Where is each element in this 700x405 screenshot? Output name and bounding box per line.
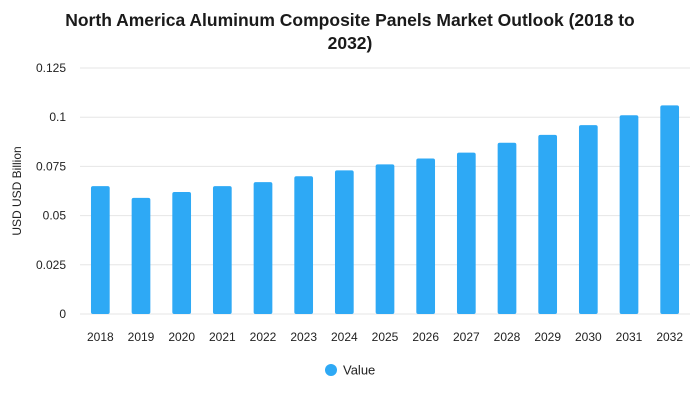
x-tick-label: 2030: [575, 330, 602, 344]
bar[interactable]: [334, 170, 354, 314]
bar[interactable]: [497, 142, 517, 314]
legend-label[interactable]: Value: [343, 363, 375, 378]
x-tick-label: 2028: [494, 330, 521, 344]
bar[interactable]: [619, 115, 639, 315]
bar[interactable]: [172, 191, 192, 314]
y-tick-label: 0.075: [36, 159, 66, 173]
x-tick-label: 2025: [372, 330, 399, 344]
x-tick-label: 2018: [87, 330, 114, 344]
bar[interactable]: [294, 176, 314, 314]
y-tick-label: 0: [59, 307, 66, 321]
x-tick-labels: 2018 2019 2020 2021 2022 2023 2024 2025 2026 2027…: [87, 330, 683, 344]
chart-title-line-2: 2032): [328, 33, 373, 53]
bar-series: [90, 105, 680, 315]
legend[interactable]: Value: [325, 363, 375, 378]
x-tick-label: 2021: [209, 330, 236, 344]
x-tick-label: 2027: [453, 330, 480, 344]
x-tick-label: 2023: [290, 330, 317, 344]
y-axis-label: USD USD Billion: [10, 146, 24, 235]
x-tick-label: 2032: [656, 330, 683, 344]
y-tick-labels: 0 0.025 0.05 0.075 0.1 0.125: [36, 61, 66, 321]
bar[interactable]: [131, 197, 151, 314]
bar[interactable]: [456, 152, 476, 314]
x-tick-label: 2022: [250, 330, 277, 344]
bar[interactable]: [253, 182, 273, 314]
x-tick-label: 2031: [616, 330, 643, 344]
y-tick-label: 0.025: [36, 258, 66, 272]
bar[interactable]: [416, 158, 436, 314]
x-tick-label: 2026: [412, 330, 439, 344]
bar[interactable]: [212, 186, 232, 314]
bar[interactable]: [90, 186, 110, 314]
chart-title-line-1: North America Aluminum Composite Panels …: [65, 10, 635, 30]
y-tick-label: 0.125: [36, 61, 66, 75]
x-tick-label: 2020: [168, 330, 195, 344]
bar[interactable]: [538, 134, 558, 314]
legend-marker: [325, 364, 337, 376]
chart-title: North America Aluminum Composite Panels …: [65, 10, 635, 53]
x-tick-label: 2029: [534, 330, 561, 344]
x-tick-label: 2019: [128, 330, 155, 344]
y-tick-label: 0.05: [43, 209, 67, 223]
bar[interactable]: [578, 125, 598, 315]
bar[interactable]: [660, 105, 680, 314]
bar[interactable]: [375, 164, 395, 314]
x-tick-label: 2024: [331, 330, 358, 344]
y-tick-label: 0.1: [49, 110, 66, 124]
